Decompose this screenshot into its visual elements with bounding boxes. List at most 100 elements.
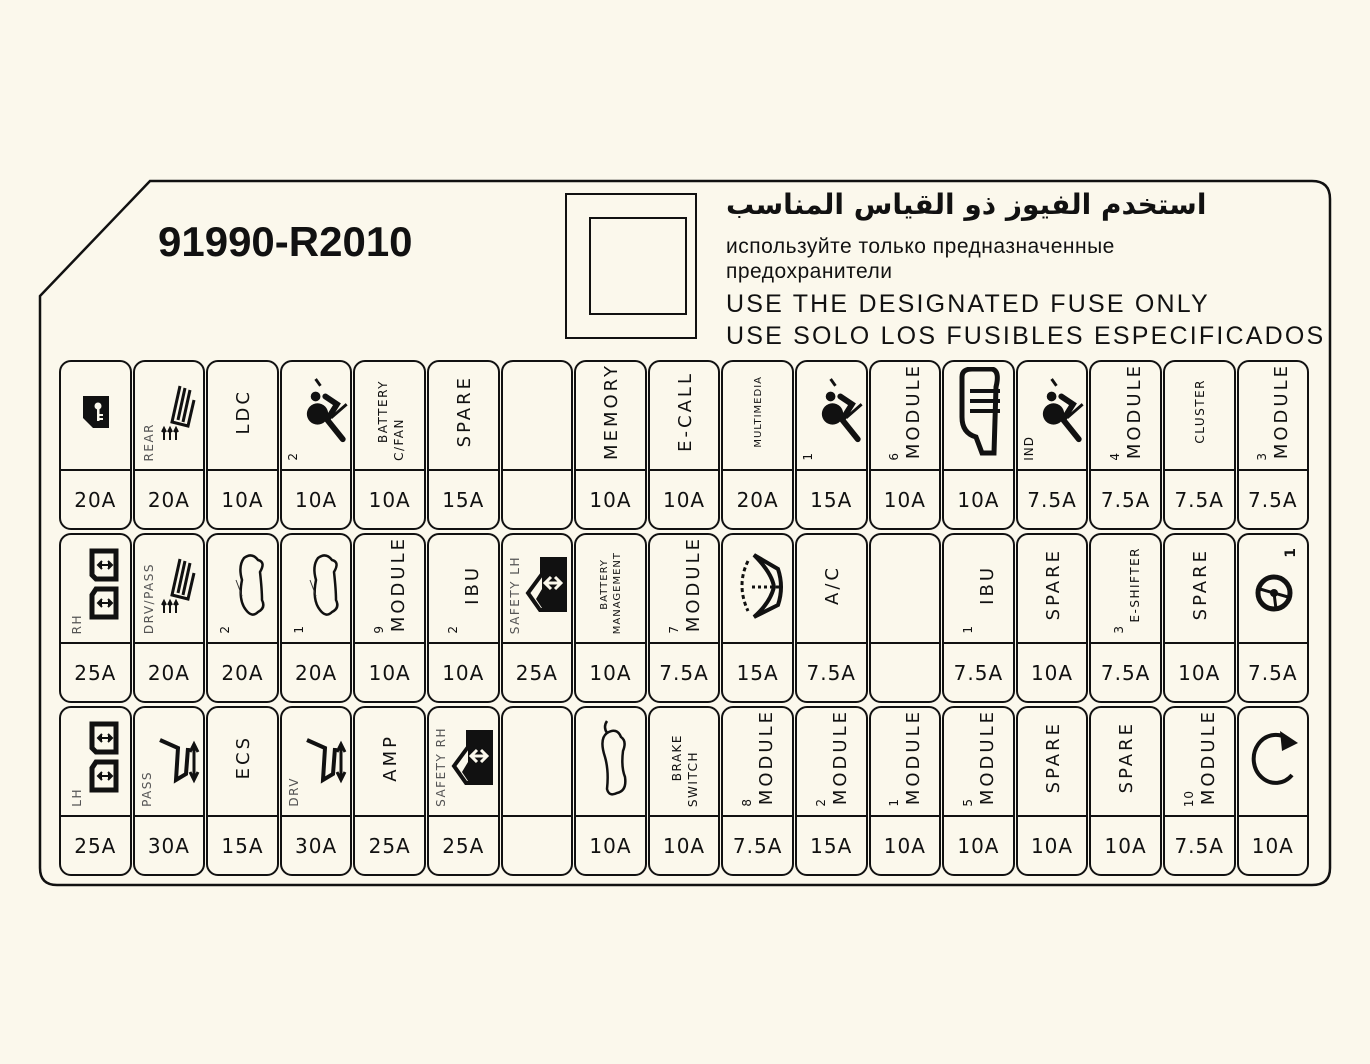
fuse-slot: IND 7.5A	[1015, 360, 1089, 530]
fuse-slot: 2 10A	[279, 360, 353, 530]
fuse-name: MODULE	[756, 709, 778, 806]
fuse-slot: ECS 15A	[206, 706, 279, 876]
fuse-amperage: 20A	[736, 487, 779, 512]
fuse-grid: 20A REAR 20A LDC 10A 2 10A BATTERY C/FAN 10A SPARE…	[59, 360, 1310, 879]
fuse-amperage: 30A	[295, 833, 338, 858]
fuse-amperage: 25A	[515, 660, 558, 685]
fuse-amperage: 7.5A	[806, 660, 856, 685]
fuse-label-area: ECS	[208, 708, 277, 817]
fuse-slot: 10A	[1236, 706, 1310, 876]
fuse-name: AMP	[380, 733, 402, 782]
wiper-icon	[734, 547, 784, 623]
fuse-label-area	[61, 362, 130, 471]
fuse-label-area: 1	[281, 535, 351, 644]
warning-russian-line1: используйте только предназначенные	[726, 235, 1115, 258]
fuse-label-area: MULTIMEDIA	[723, 362, 792, 471]
fuse-slot: 20A	[59, 360, 132, 530]
fuse-slot: E-CALL 10A	[647, 360, 721, 530]
fuse-slot: A/C 7.5A	[794, 533, 868, 703]
fuse-slot: 1 20A	[279, 533, 353, 703]
fuse-label-area: 10 MODULE	[1164, 708, 1234, 817]
fuse-label-area: 1	[1238, 535, 1308, 644]
fuse-label-area: 4 MODULE	[1091, 362, 1160, 471]
safety-window-icon	[450, 728, 494, 788]
fuse-amperage: 10A	[442, 660, 485, 685]
fuse-label-area: SAFETY LH	[502, 535, 572, 644]
fuse-slot: 3 MODULE 7.5A	[1236, 360, 1310, 530]
fuse-amperage: 10A	[295, 487, 338, 512]
fuse-puller-slot	[565, 193, 697, 339]
fuse-position-label: SAFETY RH	[434, 727, 449, 807]
fuse-position-label: REAR	[141, 422, 156, 461]
door-key-icon	[79, 392, 113, 432]
fuse-index: 1	[1283, 547, 1300, 558]
fuse-label-area: 5 MODULE	[944, 708, 1013, 817]
fuse-slot: SAFETY LH 25A	[500, 533, 574, 703]
fuse-amperage: 7.5A	[659, 660, 709, 685]
fuse-slot: MEMORY 10A	[574, 360, 647, 530]
fuse-label-area: 9 MODULE	[355, 535, 424, 644]
fuse-slot: 6 MODULE 10A	[868, 360, 942, 530]
fuse-slot: SPARE 10A	[1089, 706, 1162, 876]
fuse-slot: CLUSTER 7.5A	[1162, 360, 1236, 530]
fuse-label-area	[576, 708, 645, 817]
fuse-slot: BRAKE SWITCH 10A	[647, 706, 721, 876]
fuse-amperage: 25A	[442, 833, 485, 858]
fuse-label-area	[1238, 708, 1308, 817]
warning-arabic: استخدم الفيوز ذو القياس المناسب	[726, 188, 1207, 221]
safety-window-icon	[524, 555, 568, 615]
fuse-slot: LH 25A	[59, 706, 132, 876]
fuse-label-area: 7 MODULE	[649, 535, 719, 644]
fuse-label-area	[944, 362, 1013, 471]
fuse-amperage: 10A	[883, 833, 926, 858]
fuse-name: MULTIMEDIA	[753, 375, 765, 448]
fuse-slot: 10 MODULE 7.5A	[1162, 706, 1236, 876]
fuse-name: A/C	[821, 564, 843, 605]
fuse-amperage: 10A	[1104, 833, 1147, 858]
fuse-name: BATTERY	[599, 559, 611, 610]
fuse-amperage	[871, 644, 940, 701]
fuse-slot: AMP 25A	[353, 706, 426, 876]
fuse-slot: SAFETY RH 25A	[426, 706, 500, 876]
fuse-name: SPARE	[1116, 721, 1138, 794]
fuse-amperage: 15A	[810, 487, 853, 512]
fuse-amperage: 7.5A	[1174, 833, 1224, 858]
fuse-label-area: 2	[281, 362, 351, 471]
fuse-slot	[868, 533, 942, 703]
airbag-icon	[1038, 374, 1085, 450]
airbag-icon	[302, 374, 349, 450]
fuse-name: E-SHIFTER	[1127, 546, 1142, 623]
fuse-name: MODULE	[903, 363, 925, 460]
fuse-slot: 5 MODULE 10A	[942, 706, 1015, 876]
fuse-amperage: 20A	[221, 660, 264, 685]
fuse-position-label: LH	[70, 788, 85, 807]
fuse-label-area	[723, 535, 792, 644]
fuse-position-label: RH	[70, 613, 85, 634]
fuse-name: IBU	[976, 564, 998, 605]
car-side-icon	[593, 717, 629, 799]
fuse-label-area	[502, 362, 572, 471]
fuse-slot: 2 20A	[206, 533, 279, 703]
fuse-index: 1	[292, 625, 307, 634]
fuse-amperage: 7.5A	[953, 660, 1004, 685]
fuse-label-area	[502, 708, 572, 817]
fuse-index: 9	[372, 625, 387, 634]
fuse-index: 4	[1108, 452, 1123, 461]
fuse-position-label: SAFETY LH	[507, 555, 522, 634]
fuse-name: LDC	[232, 388, 254, 435]
warning-russian: используйте только предназначенные предо…	[726, 234, 1115, 284]
fuse-label-area: 3 E-SHIFTER	[1091, 535, 1160, 644]
fuse-amperage: 25A	[74, 660, 117, 685]
fuse-label-area	[870, 535, 940, 644]
fuse-name: MODULE	[1124, 363, 1146, 460]
fuse-slot: 4 MODULE 7.5A	[1089, 360, 1162, 530]
fuse-name: E-CALL	[674, 371, 696, 452]
fuse-amperage: 7.5A	[1248, 660, 1298, 685]
fuse-label-area: 1 MODULE	[870, 708, 940, 817]
fuse-label-area: SPARE	[1017, 708, 1087, 817]
fuse-amperage: 25A	[74, 833, 117, 858]
part-number: 91990-R2010	[158, 218, 413, 265]
fuse-amperage: 10A	[1178, 660, 1221, 685]
fuse-slot	[500, 360, 574, 530]
fuse-name: SPARE	[1042, 548, 1064, 621]
